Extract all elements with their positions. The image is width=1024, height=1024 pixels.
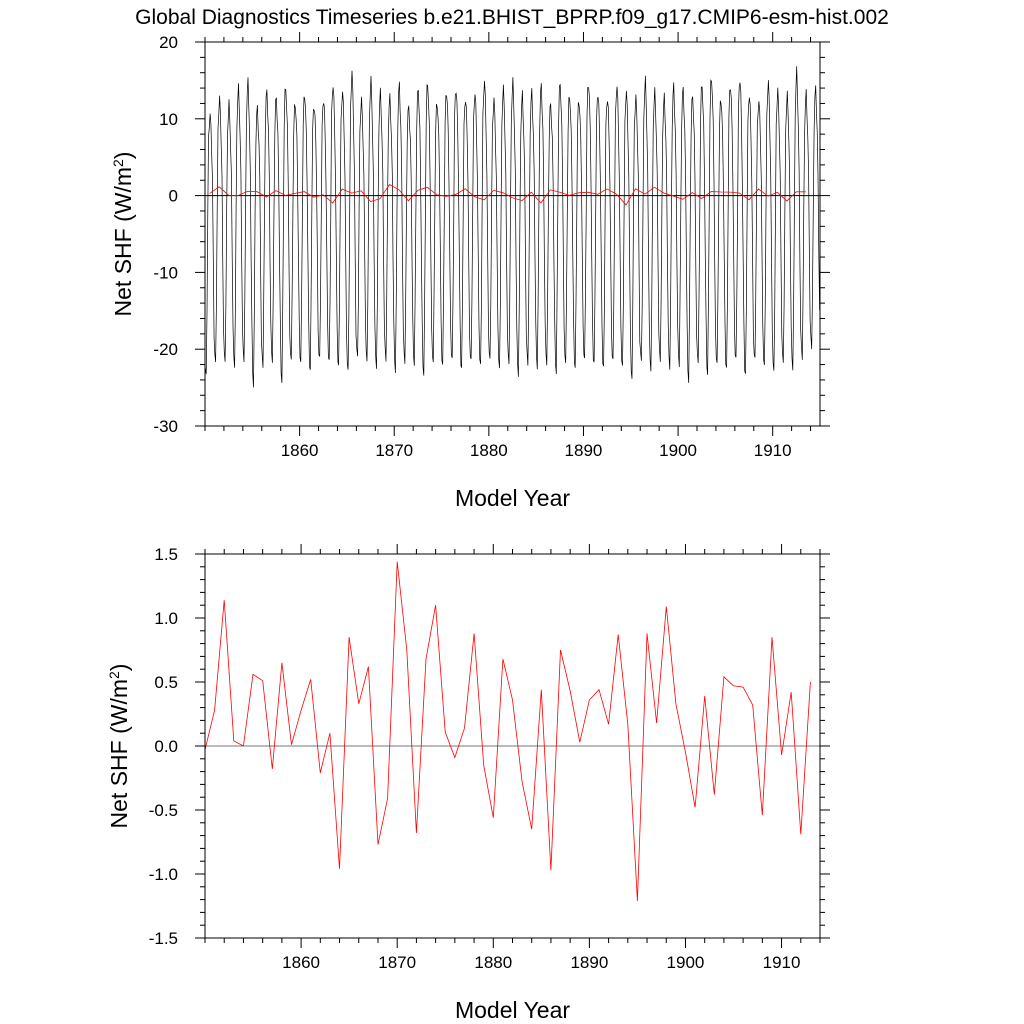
top-ytick-label: -20 bbox=[153, 340, 178, 359]
bottom-y-axis-title-sup: 2 bbox=[106, 671, 122, 679]
bottom-xtick-label: 1870 bbox=[378, 953, 416, 972]
top-xtick-label: 1910 bbox=[754, 441, 792, 460]
top-monthly-series-line bbox=[205, 66, 820, 388]
top-panel: 1860 1870 1880 1890 1900 1910 -30 -20 -10 0 10 20 Mo… bbox=[110, 32, 830, 511]
bottom-xtick-label: 1910 bbox=[763, 953, 801, 972]
bottom-xtick-label: 1890 bbox=[570, 953, 608, 972]
bottom-ytick-label: -0.5 bbox=[149, 801, 178, 820]
figure-title: Global Diagnostics Timeseries b.e21.BHIS… bbox=[135, 6, 889, 29]
top-ytick-label: 20 bbox=[159, 33, 178, 52]
top-xtick-label: 1900 bbox=[659, 441, 697, 460]
bottom-ytick-label: -1.0 bbox=[149, 865, 178, 884]
top-xtick-label: 1880 bbox=[470, 441, 508, 460]
bottom-ytick-label: 1.5 bbox=[154, 545, 178, 564]
bottom-ytick-label: -1.5 bbox=[149, 929, 178, 948]
bottom-xtick-label: 1880 bbox=[474, 953, 512, 972]
top-y-axis-title: Net SHF (W/m2) bbox=[110, 152, 136, 317]
top-plot-frame bbox=[204, 41, 821, 427]
top-y-axis-title-sup: 2 bbox=[110, 159, 126, 167]
bottom-ytick-label: 0.5 bbox=[154, 673, 178, 692]
top-ytick-label: -10 bbox=[153, 263, 178, 282]
top-xtick-label: 1860 bbox=[281, 441, 319, 460]
top-xtick-label: 1890 bbox=[565, 441, 603, 460]
top-xtick-label: 1870 bbox=[375, 441, 413, 460]
top-x-axis-title: Model Year bbox=[455, 485, 570, 511]
bottom-ytick-label: 1.0 bbox=[154, 609, 178, 628]
top-annual-series-line bbox=[209, 183, 806, 206]
top-y-axis-title-close: ) bbox=[110, 152, 136, 160]
bottom-y-axis-title: Net SHF (W/m2) bbox=[106, 664, 132, 829]
bottom-y-axis-title-main: Net SHF (W/m bbox=[106, 679, 132, 829]
top-ytick-label: 10 bbox=[159, 110, 178, 129]
top-y-axis-title-main: Net SHF (W/m bbox=[110, 167, 136, 317]
bottom-annual-series-line bbox=[204, 561, 811, 901]
bottom-xtick-label: 1860 bbox=[282, 953, 320, 972]
bottom-x-axis-title: Model Year bbox=[455, 997, 570, 1023]
bottom-ytick-label: 0.0 bbox=[154, 737, 178, 756]
bottom-panel: 1860 1870 1880 1890 1900 1910 -1.5 -1.0 -0.5 0.0 0… bbox=[106, 544, 830, 1023]
top-ytick-label: 0 bbox=[169, 187, 178, 206]
bottom-xtick-label: 1900 bbox=[667, 953, 705, 972]
top-ytick-label: -30 bbox=[153, 417, 178, 436]
bottom-y-axis-title-close: ) bbox=[106, 664, 132, 672]
